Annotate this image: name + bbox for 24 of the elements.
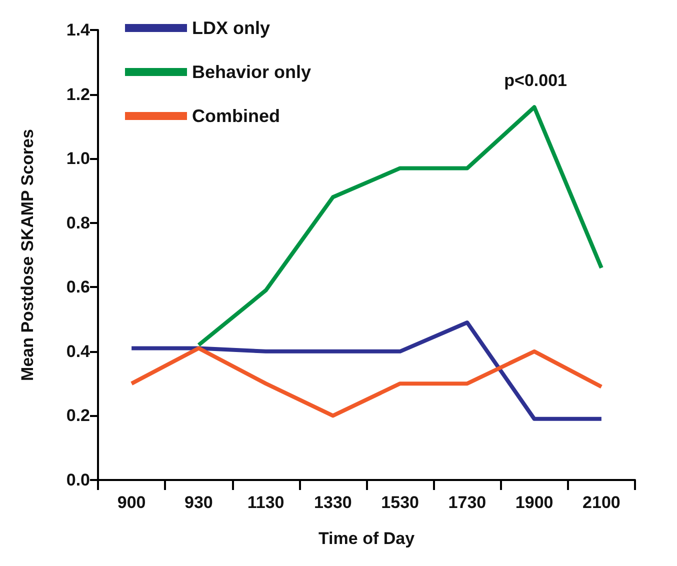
y-tick-label: 0.2 — [66, 406, 90, 426]
x-tick-label: 900 — [117, 493, 146, 512]
line-series — [130, 320, 604, 421]
y-tick-label: 0.8 — [66, 213, 90, 232]
x-tick-label: 1330 — [314, 493, 352, 512]
y-tick-label: 0.4 — [66, 342, 91, 361]
x-tick-label: 1900 — [515, 493, 554, 512]
legend-label: Behavior only — [192, 62, 312, 82]
x-tick-label: 1530 — [381, 493, 419, 512]
x-tick-label: 1130 — [247, 493, 284, 512]
line-series — [130, 346, 604, 418]
y-tick-label: 1.0 — [66, 149, 90, 168]
x-tick-label: 2100 — [582, 493, 620, 512]
x-tick-label: 1730 — [448, 493, 486, 512]
legend-label: Combined — [192, 106, 280, 126]
x-tick-label: 930 — [184, 493, 213, 512]
y-tick-label: 0.0 — [66, 470, 90, 490]
y-tick-label: 0.6 — [66, 278, 90, 297]
legend-label: LDX only — [192, 18, 270, 38]
annotation: p<0.001 — [504, 71, 568, 90]
y-tick-label: 1.4 — [66, 20, 91, 40]
y-axis-title: Mean Postdose SKAMP Scores — [18, 129, 37, 381]
y-tick-label: 1.2 — [66, 84, 90, 104]
x-axis-title: Time of Day — [318, 529, 416, 548]
